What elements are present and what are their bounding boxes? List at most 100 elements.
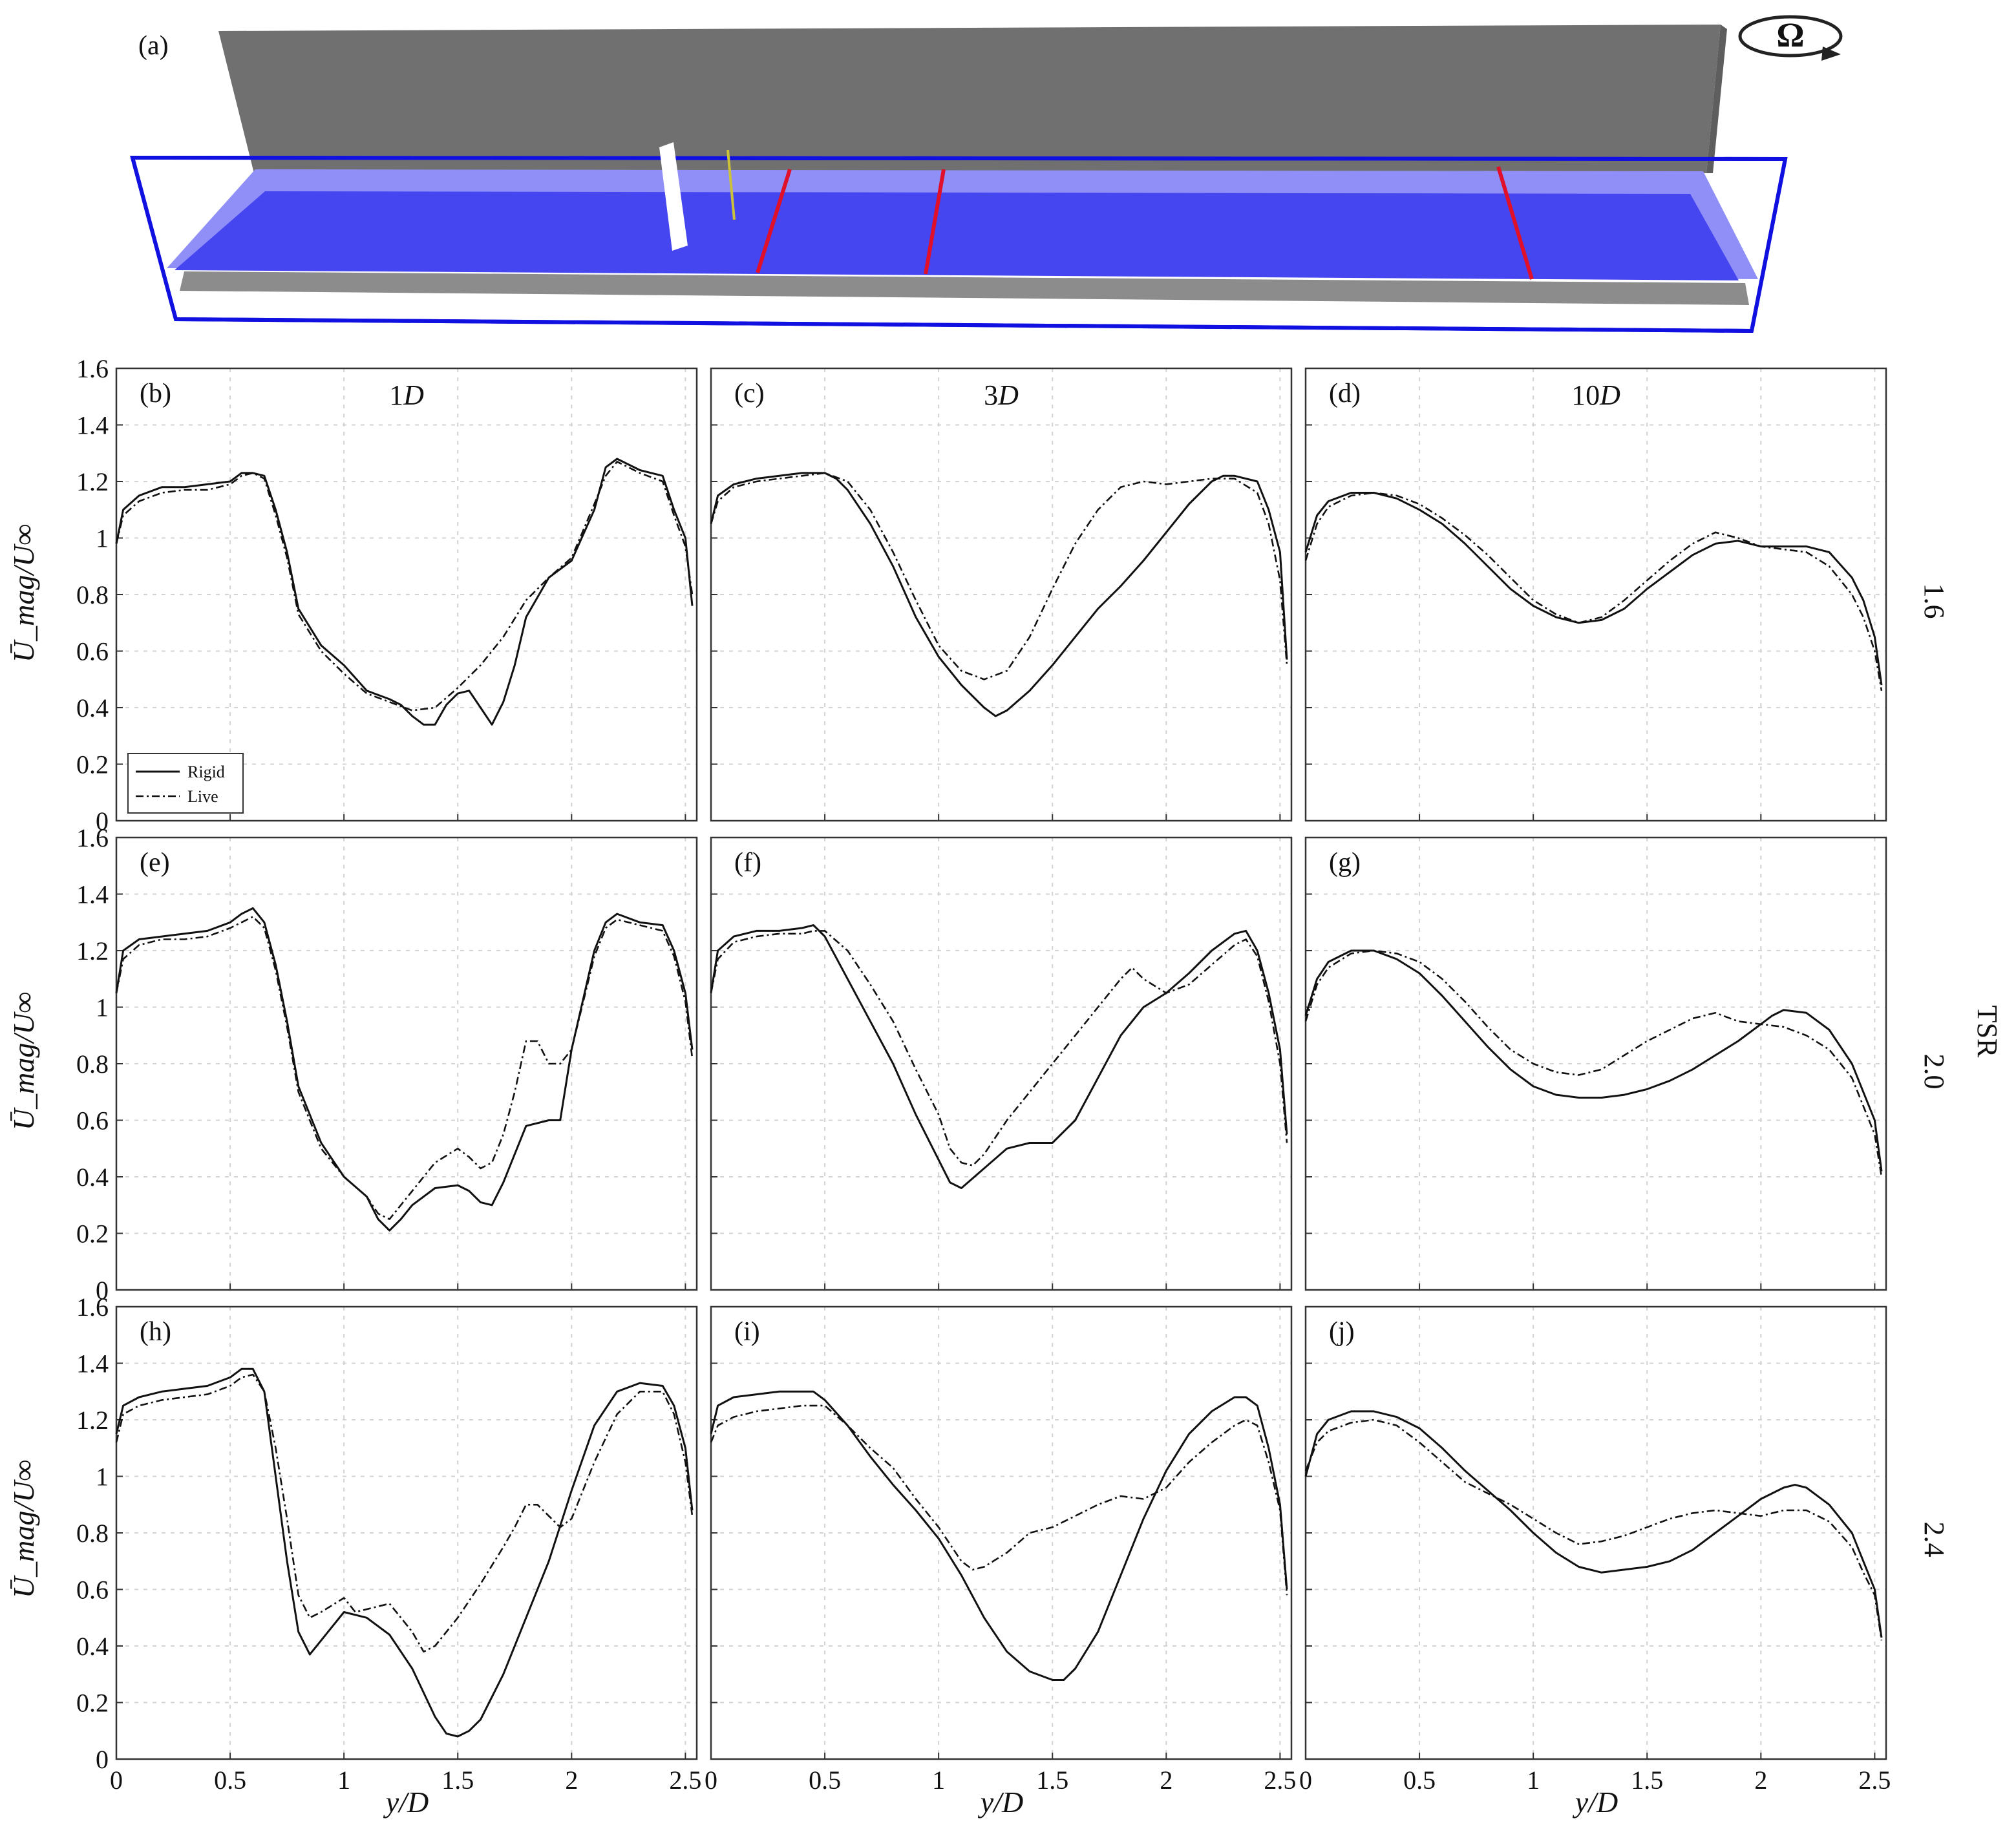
- y-tick-label: 0.8: [76, 1050, 109, 1079]
- panel-b: 0 0.2 0.4 0.6 0.8 1 1.2 1.4 1.6 (b) 1D Rigid Live: [76, 354, 698, 836]
- x-tick-label: 1: [1527, 1766, 1540, 1795]
- y-tick-label: 0: [96, 1745, 109, 1774]
- series-live: [115, 461, 694, 712]
- panel-title: 1D: [389, 379, 424, 411]
- y-tick-label: 0.6: [76, 1576, 109, 1605]
- x-tick-label: 1.5: [441, 1766, 474, 1795]
- svg-text:TSR: TSR: [1971, 1006, 2003, 1058]
- series-live: [115, 916, 694, 1220]
- schematic-frame-top: [132, 156, 1786, 161]
- x-tick-label: 0: [110, 1766, 123, 1795]
- x-tick-label: 2.5: [669, 1766, 701, 1795]
- x-tick-label: 2: [1754, 1766, 1767, 1795]
- panel-g: (g): [1304, 836, 1887, 1291]
- x-tick-label: 1: [337, 1766, 350, 1795]
- rotation-symbol: Ω: [1776, 16, 1804, 54]
- series-live: [1304, 492, 1883, 691]
- schematic-back-wall: [218, 25, 1721, 173]
- panel-label: (i): [734, 1317, 760, 1347]
- svg-text:Ū_mag/U∞: Ū_mag/U∞: [7, 992, 40, 1130]
- x-tick-label: 1: [932, 1766, 945, 1795]
- legend-label-live: Live: [187, 787, 218, 806]
- panel-label: (e): [140, 848, 170, 878]
- panel-title: 10D: [1571, 379, 1620, 411]
- panel-e: 0 0.2 0.4 0.6 0.8 1 1.2 1.4 1.6 (e): [76, 823, 698, 1305]
- y-tick-label: 1: [96, 993, 109, 1022]
- y-axis-label-row-3: Ū_mag/U∞: [7, 1460, 40, 1598]
- y-tick-label: 1.6: [76, 823, 109, 852]
- tsr-value-row-3: 2.4: [1918, 1522, 1950, 1557]
- schematic-sampling-line-10d: [1496, 166, 1534, 280]
- tsr-value-row-1: 1.6: [1918, 584, 1950, 619]
- schematic-sampling-line-3d: [924, 169, 946, 275]
- x-tick-label: 1.5: [1036, 1766, 1068, 1795]
- panel-d: (d) 10D: [1304, 367, 1887, 822]
- y-tick-label: 1.6: [76, 354, 109, 383]
- series-rigid: [1304, 1410, 1883, 1638]
- tsr-value-row-2: 2.0: [1918, 1054, 1950, 1090]
- series-rigid: [710, 924, 1288, 1189]
- series-rigid: [1304, 492, 1883, 686]
- x-tick-label: 1.5: [1631, 1766, 1663, 1795]
- schematic-frame-bottom: [175, 317, 1752, 333]
- series-live: [710, 1404, 1288, 1596]
- x-tick-label: 0: [705, 1766, 717, 1795]
- svg-text:1.6: 1.6: [1918, 584, 1950, 619]
- y-tick-label: 0.2: [76, 1689, 109, 1718]
- schematic-wall-right-shade: [1706, 25, 1727, 173]
- panel-label: (h): [140, 1317, 171, 1347]
- series-live: [710, 472, 1288, 680]
- y-tick-label: 1.4: [76, 1349, 109, 1378]
- series-rigid: [115, 458, 694, 726]
- y-tick-label: 0.8: [76, 1519, 109, 1548]
- series-rigid: [710, 472, 1288, 717]
- svg-text:2.0: 2.0: [1918, 1054, 1950, 1090]
- panel-j: 0 0.5 1 1.5 2 2.5 (j): [1299, 1305, 1891, 1795]
- series-rigid: [710, 1390, 1288, 1681]
- panel-label: (j): [1329, 1317, 1355, 1347]
- svg-text:2.4: 2.4: [1918, 1522, 1950, 1557]
- schematic-sampling-line-1d: [756, 169, 792, 273]
- schematic-plane: [175, 191, 1739, 280]
- series-live: [115, 1373, 694, 1653]
- svg-text:Ū_mag/U∞: Ū_mag/U∞: [7, 524, 40, 662]
- panel-i: 0 0.5 1 1.5 2 2.5 (i): [705, 1305, 1296, 1795]
- x-axis-label-col-2: y/D: [978, 1786, 1023, 1819]
- panel-label: (g): [1329, 848, 1361, 878]
- schematic-floor: [180, 271, 1749, 305]
- y-tick-label: 0: [96, 807, 109, 836]
- y-tick-label: 1.6: [76, 1292, 109, 1322]
- y-tick-label: 0.4: [76, 1632, 109, 1661]
- svg-text:Ū_mag/U∞: Ū_mag/U∞: [7, 1460, 40, 1598]
- panel-c: (c) 3D: [710, 367, 1293, 822]
- panel-title: 3D: [984, 379, 1019, 411]
- domain-schematic: (a) Ω: [130, 15, 1843, 333]
- x-tick-label: 2.5: [1264, 1766, 1296, 1795]
- x-tick-label: 0: [1299, 1766, 1312, 1795]
- schematic-frame-edge-left: [131, 157, 178, 320]
- y-tick-label: 1: [96, 1462, 109, 1492]
- y-tick-label: 0.4: [76, 693, 109, 723]
- x-tick-label: 2.5: [1858, 1766, 1891, 1795]
- y-tick-label: 0.8: [76, 580, 109, 609]
- y-tick-label: 0.2: [76, 1219, 109, 1249]
- x-tick-label: 2: [565, 1766, 578, 1795]
- x-tick-label: 0.5: [1403, 1766, 1436, 1795]
- y-tick-label: 0.4: [76, 1163, 109, 1192]
- y-tick-label: 1.2: [76, 1406, 109, 1435]
- x-tick-label: 0.5: [809, 1766, 841, 1795]
- x-tick-label: 2: [1160, 1766, 1172, 1795]
- x-axis-label-col-1: y/D: [383, 1786, 429, 1819]
- y-tick-label: 1.2: [76, 936, 109, 965]
- series-rigid: [1304, 949, 1883, 1172]
- panel-label: (f): [734, 848, 761, 878]
- y-axis-label-row-2: Ū_mag/U∞: [7, 992, 40, 1130]
- panel-label: (b): [140, 379, 171, 408]
- series-rigid: [115, 907, 694, 1232]
- schematic-turbine-blade: [659, 142, 688, 251]
- legend-label-rigid: Rigid: [187, 763, 225, 781]
- panel-label: (d): [1329, 379, 1361, 408]
- rotation-arrowhead-icon: [1821, 47, 1841, 61]
- series-live: [1304, 1419, 1883, 1641]
